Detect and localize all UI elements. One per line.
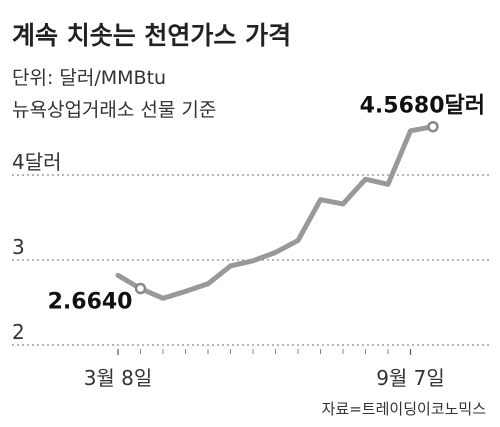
x-tick-label-1: 9월 7일: [376, 366, 445, 390]
label-layer: 2.6640 4.5680달러: [48, 94, 485, 315]
x-tick-label-0: 3월 8일: [84, 366, 153, 390]
y-tick-label-0: 4달러: [12, 150, 62, 174]
chart-source: 자료=트레이딩이코노믹스: [322, 400, 487, 418]
grid-layer: 4달러 3 2 3월 8일 9월 7일: [12, 150, 490, 390]
annotation-point-1: [427, 120, 439, 133]
chart-subtitle-basis: 뉴욕상업거래소 선물 기준: [12, 99, 216, 121]
series-layer: [115, 124, 436, 301]
series-line: [115, 124, 436, 301]
annotation-point-0: [134, 282, 147, 295]
y-tick-label-2: 2: [12, 320, 25, 344]
chart-subtitle-unit: 단위: 달러/MMBtu: [12, 67, 166, 89]
data-label-1: 4.5680달러: [360, 94, 485, 119]
chart-title: 계속 치솟는 천연가스 가격: [12, 21, 291, 50]
y-tick-label-1: 3: [12, 235, 25, 259]
data-label-0: 2.6640: [48, 290, 133, 315]
